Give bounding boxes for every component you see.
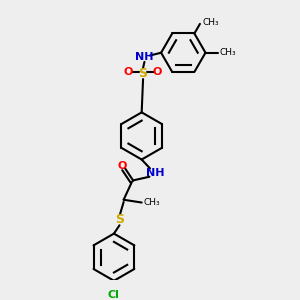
Text: NH: NH bbox=[135, 52, 154, 62]
Text: NH: NH bbox=[146, 168, 165, 178]
Text: O: O bbox=[153, 67, 162, 77]
Text: CH₃: CH₃ bbox=[144, 198, 160, 207]
Text: Cl: Cl bbox=[108, 290, 120, 300]
Text: S: S bbox=[115, 213, 124, 226]
Text: S: S bbox=[139, 67, 148, 80]
Text: CH₃: CH₃ bbox=[202, 18, 219, 27]
Text: O: O bbox=[118, 161, 127, 172]
Text: O: O bbox=[124, 67, 133, 77]
Text: CH₃: CH₃ bbox=[219, 48, 236, 57]
